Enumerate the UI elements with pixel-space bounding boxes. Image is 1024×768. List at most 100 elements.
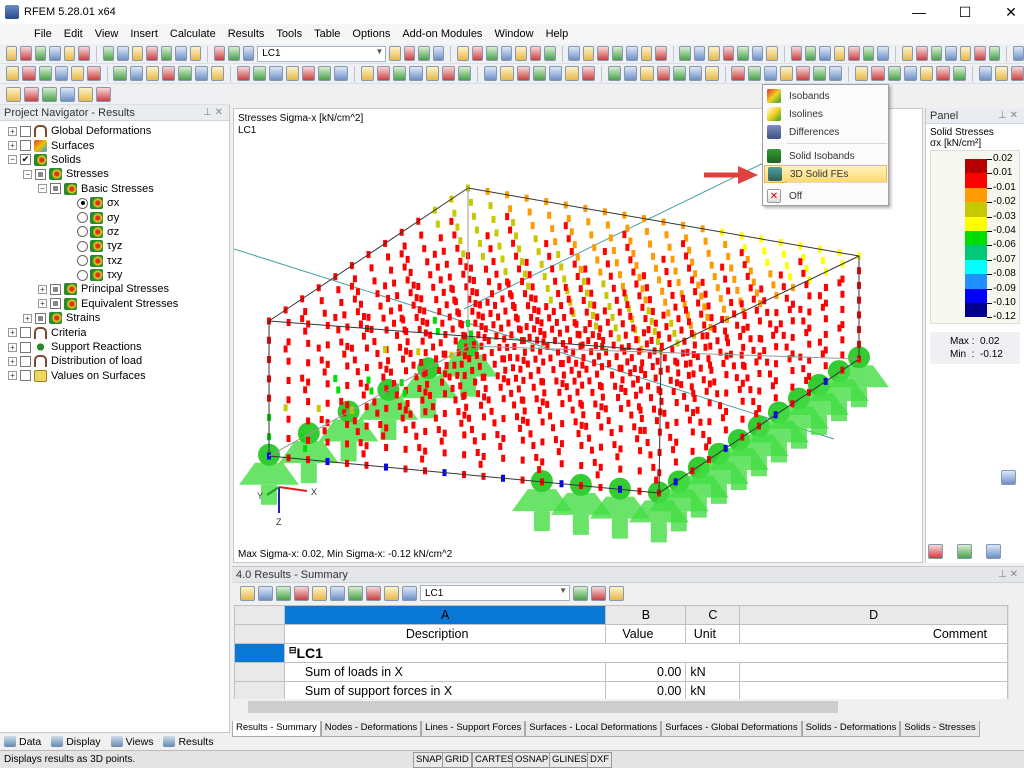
toolbar-tool-icon[interactable]	[22, 66, 36, 81]
checkbox[interactable]	[50, 298, 61, 310]
tree-item-σx[interactable]: σx	[0, 196, 229, 210]
toolbar-tool-icon[interactable]	[930, 46, 943, 61]
menu-help[interactable]: Help	[545, 28, 569, 40]
menu-item-solid-isobands[interactable]: Solid Isobands	[764, 147, 887, 165]
toolbar-tool-icon[interactable]	[376, 66, 391, 81]
tree-item-τxz[interactable]: τxz	[0, 254, 229, 268]
tree-item-global deformations[interactable]: + Global Deformations	[0, 124, 229, 138]
toolbar-tool-icon[interactable]	[78, 46, 90, 61]
toolbar-tool-icon[interactable]	[285, 66, 299, 81]
toolbar-tool-icon[interactable]	[189, 46, 202, 61]
toolbar-tool-icon[interactable]	[903, 66, 918, 81]
toolbar-tool-icon[interactable]	[457, 46, 469, 61]
results-tool-icon[interactable]	[366, 585, 381, 601]
toolbar-tool-icon[interactable]	[731, 66, 745, 81]
toolbar-tool-icon[interactable]	[1011, 66, 1024, 81]
toolbar-tool-icon[interactable]	[565, 66, 579, 81]
toolbar-tool-icon[interactable]	[96, 87, 111, 102]
toolbar-tool-icon[interactable]	[6, 46, 18, 61]
toolbar-tool-icon[interactable]	[679, 46, 691, 61]
maximize-button[interactable]: ☐	[958, 4, 972, 20]
checkbox[interactable]	[20, 355, 31, 367]
status-snap-button[interactable]: SNAP	[413, 752, 445, 768]
group-row[interactable]: ⊟LC1	[234, 643, 1008, 663]
toolbar-tool-icon[interactable]	[871, 66, 885, 81]
tree-item-stresses[interactable]: − Stresses	[0, 167, 229, 181]
toolbar-tool-icon[interactable]	[516, 66, 530, 81]
table-row[interactable]: Sum of loads in X 0.00 kN	[234, 662, 1008, 682]
toolbar-tool-icon[interactable]	[607, 66, 622, 81]
toolbar-tool-icon[interactable]	[640, 66, 654, 81]
checkbox[interactable]	[20, 125, 31, 137]
model-render[interactable]: X Z Y	[234, 109, 923, 563]
toolbar-tool-icon[interactable]	[301, 66, 316, 81]
column-letter-B[interactable]: B	[605, 605, 687, 625]
expand-icon[interactable]: +	[8, 371, 17, 381]
expand-icon[interactable]: +	[8, 141, 17, 151]
toolbar-tool-icon[interactable]	[812, 66, 826, 81]
toolbar-tool-icon[interactable]	[672, 66, 687, 81]
toolbar-tool-icon[interactable]	[655, 46, 667, 61]
menu-table[interactable]: Table	[314, 28, 341, 40]
toolbar-tool-icon[interactable]	[178, 66, 192, 81]
toolbar-tool-icon[interactable]	[626, 46, 638, 61]
factor-tab-icon[interactable]	[986, 544, 1001, 559]
toolbar-tool-icon[interactable]	[54, 66, 68, 81]
status-cartes-button[interactable]: CARTES	[472, 752, 517, 768]
menu-window[interactable]: Window	[494, 28, 534, 40]
tree-item-τyz[interactable]: τyz	[0, 239, 229, 253]
results-grid[interactable]: A B C D Description Value Unit Comment ⊟LC1 Sum o…	[234, 605, 1008, 699]
nav-tab-views[interactable]: Views	[110, 736, 153, 748]
toolbar-tool-icon[interactable]	[901, 46, 914, 61]
close-button[interactable]: ✕	[1005, 4, 1017, 20]
column-header-description[interactable]: Description	[283, 624, 607, 644]
vertical-scrollbar[interactable]	[1008, 605, 1022, 699]
toolbar-tool-icon[interactable]	[500, 66, 514, 81]
toolbar-tool-icon[interactable]	[515, 46, 527, 61]
toolbar-tool-icon[interactable]	[360, 66, 374, 81]
results-tab-lines-support-forces[interactable]: Lines - Support Forces	[421, 721, 526, 737]
toolbar-tool-icon[interactable]	[500, 46, 513, 61]
menu-item-3d-solid-fes[interactable]: 3D Solid FEs	[764, 165, 887, 183]
checkbox[interactable]	[50, 283, 61, 295]
toolbar-tool-icon[interactable]	[194, 66, 208, 81]
tree-item-basic stresses[interactable]: − Basic Stresses	[0, 182, 229, 196]
menu-edit[interactable]: Edit	[63, 28, 83, 40]
column-letter-D[interactable]: D	[739, 605, 1008, 625]
toolbar-tool-icon[interactable]	[403, 46, 416, 61]
toolbar-tool-icon[interactable]	[146, 46, 158, 61]
toolbar-tool-icon[interactable]	[805, 46, 817, 61]
row-header[interactable]	[234, 681, 285, 699]
expand-icon[interactable]: +	[8, 342, 17, 352]
results-tool-icon[interactable]	[573, 585, 588, 601]
horizontal-scrollbar[interactable]	[234, 699, 1022, 715]
checkbox[interactable]	[20, 140, 31, 152]
toolbar-tool-icon[interactable]	[228, 46, 240, 61]
toolbar-tool-icon[interactable]	[87, 66, 101, 81]
toolbar-tool-icon[interactable]	[747, 66, 761, 81]
toolbar-tool-icon[interactable]	[389, 46, 401, 61]
tree-item-values on surfaces[interactable]: + Values on Surfaces	[0, 369, 229, 383]
results-load-case-select[interactable]: LC1 ▼	[420, 585, 570, 601]
column-letter-A[interactable]: A	[283, 605, 607, 625]
row-header[interactable]	[234, 662, 285, 682]
tree-item-principal stresses[interactable]: + Principal Stresses	[0, 282, 229, 296]
results-tool-icon[interactable]	[294, 585, 309, 601]
expand-icon[interactable]: +	[38, 284, 47, 294]
toolbar-tool-icon[interactable]	[920, 66, 934, 81]
checkbox[interactable]	[35, 312, 46, 324]
results-tab-surfaces-global-deformations[interactable]: Surfaces - Global Deformations	[661, 721, 802, 737]
results-tool-icon[interactable]	[330, 585, 345, 601]
toolbar-tool-icon[interactable]	[766, 46, 778, 61]
expand-icon[interactable]: +	[8, 356, 17, 366]
menu-calculate[interactable]: Calculate	[169, 28, 216, 40]
results-tool-icon[interactable]	[348, 585, 363, 601]
expand-icon[interactable]: +	[8, 126, 17, 136]
menu-add-on-modules[interactable]: Add-on Modules	[402, 28, 483, 40]
tree-item-τxy[interactable]: τxy	[0, 268, 229, 282]
toolbar-tool-icon[interactable]	[945, 46, 957, 61]
menu-results[interactable]: Results	[227, 28, 265, 40]
toolbar-tool-icon[interactable]	[253, 66, 267, 81]
results-tab-solids-deformations[interactable]: Solids - Deformations	[801, 721, 901, 737]
toolbar-tool-icon[interactable]	[952, 66, 966, 81]
